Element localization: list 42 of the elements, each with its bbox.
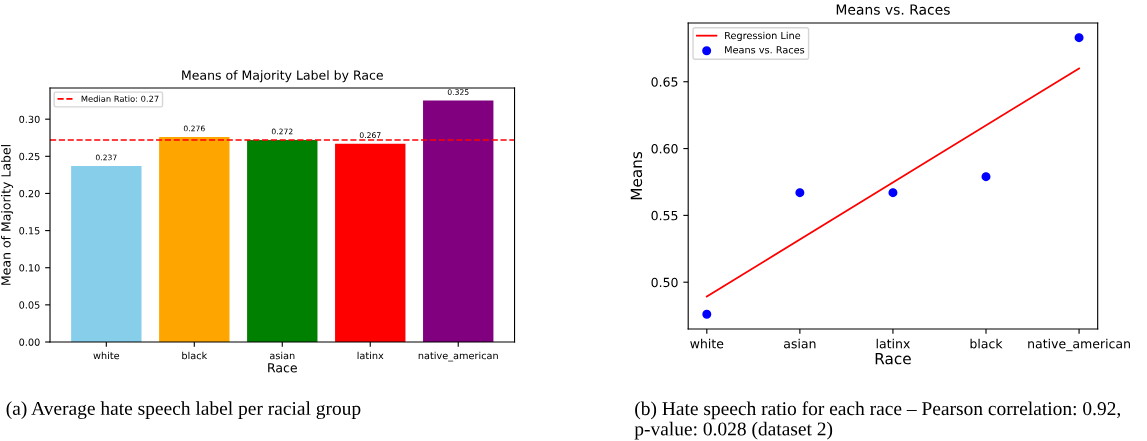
point xyxy=(981,172,991,182)
legend-label: Means vs. Races xyxy=(725,46,805,54)
x-axis-title: Race xyxy=(268,363,297,373)
legend-label: Regression Line xyxy=(725,31,801,42)
point xyxy=(1074,33,1084,43)
legend-label: Median Ratio: 0.27 xyxy=(81,95,159,102)
y-tick-label: 0.05 xyxy=(19,301,40,309)
text: (a) Average hate speech label per racial group xyxy=(6,401,361,419)
point xyxy=(795,188,805,198)
y-tick-label: 0.00 xyxy=(19,338,40,346)
y-tick-label: 0.65 xyxy=(651,77,678,87)
y-tick-label: 0.30 xyxy=(19,115,40,124)
x-tick-label: native_american xyxy=(418,351,498,362)
y-tick-label: 0.55 xyxy=(651,210,678,221)
y-axis-title: Means xyxy=(630,151,643,200)
point xyxy=(888,188,898,198)
x-tick-label: asian xyxy=(784,338,816,349)
chart-title: Means of Majority Label by Race xyxy=(182,70,383,83)
text: (b) Hate speech ratio for each race – Pearson correlation: 0.92, p-value: 0.028 (dataset 2) xyxy=(634,401,1121,440)
y-tick-label: 0.50 xyxy=(651,277,678,288)
x-tick-label: latinx xyxy=(357,351,384,360)
x-tick-label: white xyxy=(690,338,724,349)
y-tick-label: 0.15 xyxy=(19,227,40,235)
x-tick-label: black xyxy=(970,338,1003,349)
y-tick-label: 0.10 xyxy=(19,264,40,272)
x-axis-title: Race xyxy=(875,353,911,365)
point xyxy=(702,309,712,319)
x-tick-label: latinx xyxy=(876,338,910,349)
bar xyxy=(335,143,406,342)
y-tick-label: 0.60 xyxy=(651,144,678,154)
bar xyxy=(159,137,230,342)
y-axis-title: Mean of Majority Label xyxy=(0,145,14,285)
x-tick-label: black xyxy=(182,351,208,360)
chart-title: Means vs. Races xyxy=(836,4,950,15)
bar xyxy=(71,165,142,342)
bar xyxy=(247,139,318,342)
bar xyxy=(423,100,494,342)
y-tick-label: 0.20 xyxy=(19,189,40,198)
y-tick-label: 0.25 xyxy=(19,152,40,161)
x-tick-label: asian xyxy=(269,351,295,360)
x-tick-label: white xyxy=(93,351,120,360)
x-tick-label: native_american xyxy=(1028,338,1130,352)
